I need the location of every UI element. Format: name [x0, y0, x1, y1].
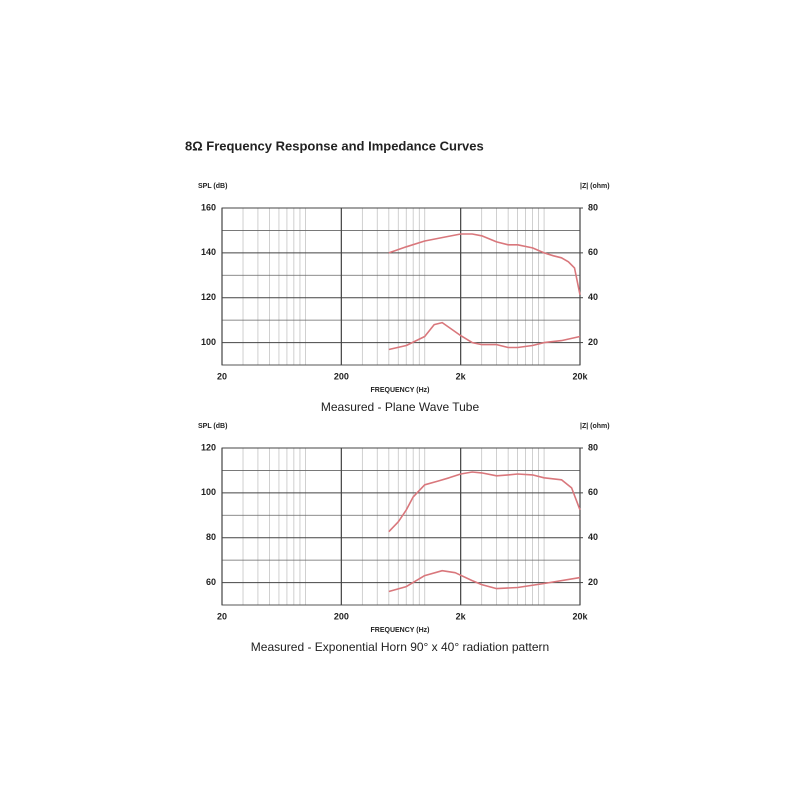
plot-frame — [221, 447, 581, 606]
chart-subtitle: Measured - Plane Wave Tube — [321, 400, 480, 414]
y2-axis-label: |Z| (ohm) — [580, 423, 610, 430]
chart-subtitle: Measured - Exponential Horn 90° x 40° ra… — [251, 640, 549, 654]
y2-tick-label: 40 — [588, 292, 598, 302]
page-title: 8Ω Frequency Response and Impedance Curv… — [185, 138, 484, 153]
x-tick-label: 200 — [334, 611, 349, 621]
y-tick-label: 120 — [201, 442, 216, 452]
y-axis-label: SPL (dB) — [198, 183, 227, 190]
y-tick-label: 60 — [206, 577, 216, 587]
data-line — [388, 233, 581, 295]
y2-tick-label: 40 — [588, 532, 598, 542]
x-tick-label: 20 — [217, 611, 227, 621]
x-tick-label: 2k — [456, 611, 467, 621]
data-line — [388, 321, 581, 351]
data-line — [388, 471, 581, 533]
y2-axis-label: |Z| (ohm) — [580, 183, 610, 190]
y2-tick-label: 60 — [588, 487, 598, 497]
y-tick-label: 120 — [201, 292, 216, 302]
x-tick-label: 200 — [334, 371, 349, 381]
y-axis-label: SPL (dB) — [198, 423, 227, 430]
y-tick-label: 100 — [201, 337, 216, 347]
y-tick-label: 100 — [201, 487, 216, 497]
x-axis-label: FREQUENCY (Hz) — [371, 387, 430, 394]
y-tick-label: 140 — [201, 247, 216, 257]
x-tick-label: 20 — [217, 371, 227, 381]
y2-tick-label: 20 — [588, 577, 598, 587]
data-line — [388, 569, 581, 593]
x-axis-label: FREQUENCY (Hz) — [371, 627, 430, 634]
x-tick-label: 20k — [572, 611, 588, 621]
y2-tick-label: 20 — [588, 337, 598, 347]
y2-tick-label: 60 — [588, 247, 598, 257]
x-tick-label: 2k — [456, 371, 467, 381]
y-tick-label: 160 — [201, 202, 216, 212]
plot-frame — [221, 207, 581, 366]
y2-tick-label: 80 — [588, 442, 598, 452]
y-tick-label: 80 — [206, 532, 216, 542]
x-tick-label: 20k — [572, 371, 588, 381]
y2-tick-label: 80 — [588, 202, 598, 212]
